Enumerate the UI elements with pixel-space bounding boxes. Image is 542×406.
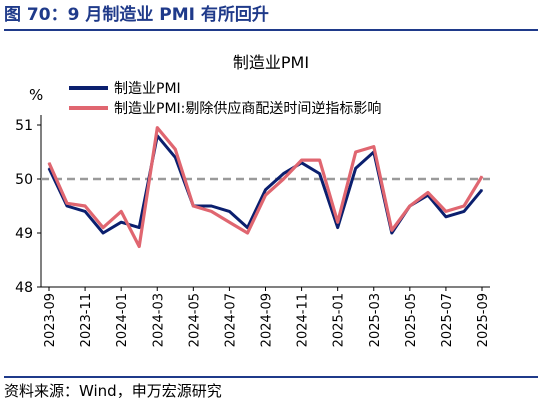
x-tick-label: 2025-03 bbox=[368, 293, 383, 347]
data-point bbox=[246, 227, 249, 229]
data-point bbox=[355, 151, 357, 153]
data-point bbox=[445, 216, 447, 218]
data-point bbox=[102, 227, 104, 229]
data-point bbox=[192, 205, 194, 207]
x-tick-label: 2025-09 bbox=[476, 293, 491, 347]
data-point bbox=[138, 227, 140, 229]
series-line-2 bbox=[47, 126, 484, 249]
data-point bbox=[337, 227, 339, 229]
x-tick-label: 2023-11 bbox=[79, 293, 94, 347]
series-lines bbox=[47, 126, 484, 249]
data-point bbox=[84, 205, 86, 207]
data-point bbox=[84, 210, 86, 212]
x-tick-label: 2025-01 bbox=[332, 293, 347, 347]
y-tick-labels: 48 49 50 51 bbox=[15, 118, 41, 296]
axes bbox=[40, 115, 490, 288]
x-tick-label: 2025-07 bbox=[440, 293, 455, 347]
data-point bbox=[300, 159, 303, 161]
x-tick-label: 2024-11 bbox=[296, 293, 311, 347]
data-point bbox=[391, 232, 393, 234]
data-point bbox=[156, 127, 158, 129]
data-point bbox=[409, 205, 411, 207]
data-point bbox=[463, 205, 465, 207]
data-point bbox=[337, 221, 339, 223]
data-point bbox=[373, 146, 375, 148]
y-tick-label: 50 bbox=[15, 172, 33, 188]
x-tick-label: 2023-09 bbox=[43, 293, 58, 347]
data-point bbox=[48, 162, 50, 164]
source-note: 资料来源：Wind，申万宏源研究 bbox=[4, 376, 538, 406]
data-point bbox=[228, 210, 231, 212]
chart-title: 制造业PMI bbox=[233, 53, 309, 72]
data-point bbox=[355, 167, 357, 169]
x-tick-label: 2024-05 bbox=[187, 293, 202, 347]
data-point bbox=[174, 148, 176, 150]
data-point bbox=[66, 202, 68, 204]
x-tick-label: 2025-05 bbox=[404, 293, 419, 347]
legend-label: 制造业PMI:剔除供应商配送时间逆指标影响 bbox=[114, 100, 381, 117]
data-point bbox=[264, 194, 267, 196]
y-tick-label: 48 bbox=[15, 280, 33, 296]
y-axis-unit: % bbox=[29, 86, 43, 104]
data-point bbox=[138, 245, 140, 248]
x-tick-label: 2024-09 bbox=[260, 293, 275, 347]
data-point bbox=[246, 232, 249, 234]
data-point bbox=[282, 178, 285, 180]
data-point bbox=[319, 173, 321, 175]
data-point bbox=[210, 205, 212, 207]
data-point bbox=[391, 229, 393, 231]
x-tick-label: 2024-07 bbox=[223, 293, 238, 347]
data-point bbox=[120, 210, 122, 212]
x-tick-label: 2024-01 bbox=[115, 293, 130, 347]
data-point bbox=[319, 159, 321, 161]
data-point bbox=[174, 156, 176, 158]
data-point bbox=[48, 167, 50, 169]
data-point bbox=[481, 189, 483, 191]
data-point bbox=[463, 210, 465, 212]
y-tick-label: 49 bbox=[15, 226, 33, 242]
legend: 制造业PMI 制造业PMI:剔除供应商配送时间逆指标影响 bbox=[69, 81, 381, 117]
data-point bbox=[481, 175, 483, 177]
data-point bbox=[120, 221, 122, 223]
data-point bbox=[228, 221, 231, 223]
x-tick-labels: 2023-09 2023-11 2024-01 2024-03 2024-05 2024-… bbox=[43, 287, 491, 347]
data-point bbox=[102, 232, 104, 234]
data-point bbox=[66, 205, 68, 207]
x-tick-label: 2024-03 bbox=[151, 293, 166, 347]
data-point bbox=[264, 189, 267, 191]
data-point bbox=[282, 173, 285, 175]
data-point bbox=[427, 191, 429, 194]
data-point bbox=[210, 210, 212, 212]
data-point bbox=[445, 210, 447, 212]
figure-title: 图 70：9 月制造业 PMI 有所回升 bbox=[4, 2, 538, 31]
y-tick-label: 51 bbox=[15, 118, 33, 134]
legend-label: 制造业PMI bbox=[114, 81, 181, 97]
